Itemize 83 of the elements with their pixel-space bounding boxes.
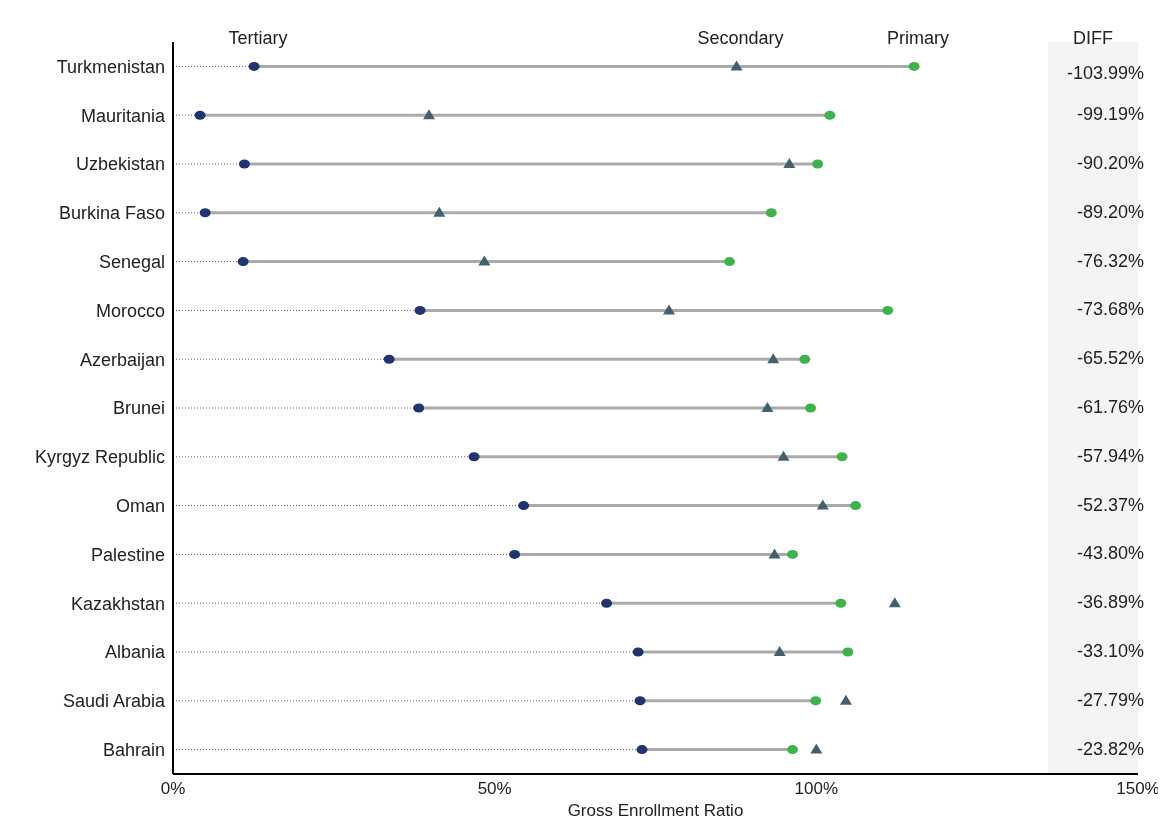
point	[237, 257, 249, 267]
point	[199, 208, 211, 218]
point	[768, 548, 781, 559]
annotation: -73.68%	[1076, 299, 1144, 321]
point	[765, 208, 777, 218]
y-tick-label: Bahrain	[102, 739, 165, 760]
point	[805, 403, 817, 413]
x-tick-label: 100%	[794, 779, 839, 799]
point	[842, 647, 854, 657]
point	[812, 159, 824, 169]
annotation: -90.20%	[1076, 153, 1144, 174]
point	[824, 110, 836, 120]
point	[663, 304, 676, 315]
annotation: -36.89%	[1076, 592, 1144, 614]
annotation: -65.52%	[1076, 348, 1144, 370]
point	[888, 597, 901, 608]
point	[636, 745, 648, 755]
x-tick-label: 50%	[477, 779, 512, 799]
point	[238, 159, 250, 169]
series-label: Primary	[887, 28, 950, 49]
point	[248, 61, 260, 71]
point	[799, 354, 811, 364]
y-tick-label: Albania	[104, 642, 166, 663]
annotation: -52.37%	[1076, 494, 1144, 516]
point	[836, 452, 848, 462]
annotation: -99.19%	[1076, 104, 1144, 126]
point	[783, 158, 796, 168]
point	[787, 549, 799, 559]
y-tick-label: Palestine	[90, 544, 165, 565]
point	[634, 696, 646, 706]
point	[478, 255, 491, 266]
y-tick-label: Azerbaijan	[79, 349, 165, 370]
annotation: -27.79%	[1076, 689, 1144, 711]
point	[850, 501, 862, 511]
point	[773, 646, 786, 656]
point	[383, 354, 395, 364]
y-tick-label: Senegal	[98, 251, 165, 272]
y-tick-label: Uzbekistan	[75, 154, 165, 175]
point	[468, 452, 480, 462]
y-tick-label: Kazakhstan	[70, 593, 165, 614]
annotation: -23.82%	[1076, 738, 1144, 760]
point	[414, 305, 426, 315]
point	[839, 694, 852, 705]
y-tick-label: Kyrgyz Republic	[34, 447, 165, 468]
point	[509, 549, 521, 559]
y-tick-label: Oman	[115, 495, 165, 516]
point	[810, 696, 822, 706]
y-tick-label: Brunei	[112, 398, 165, 419]
annotation: -57.94%	[1076, 445, 1144, 467]
annotation: -76.32%	[1076, 250, 1144, 272]
x-tick-label: 0%	[160, 779, 186, 799]
point	[413, 403, 425, 413]
point	[723, 257, 735, 267]
point	[810, 743, 823, 754]
y-tick-label: Morocco	[95, 300, 165, 321]
annotation: -43.80%	[1076, 543, 1144, 565]
point	[632, 647, 644, 657]
point	[787, 745, 799, 755]
point	[518, 501, 530, 511]
series-label: Tertiary	[228, 28, 288, 49]
x-axis-title: Gross Enrollment Ratio	[567, 801, 744, 820]
point	[816, 499, 829, 510]
point	[423, 109, 436, 120]
point	[601, 598, 613, 608]
y-tick-label: Burkina Faso	[58, 203, 165, 224]
point	[433, 206, 446, 217]
y-tick-label: Mauritania	[80, 105, 166, 126]
annotation: DIFF	[1072, 28, 1115, 49]
point	[835, 598, 847, 608]
y-tick-label: Saudi Arabia	[62, 691, 166, 712]
annotation: -61.76%	[1076, 397, 1144, 418]
point	[194, 110, 206, 120]
point	[777, 450, 790, 461]
series-label: Secondary	[697, 28, 784, 49]
annotation: -103.99%	[1066, 63, 1144, 85]
point	[882, 305, 894, 315]
annotation: -33.10%	[1076, 641, 1144, 662]
point	[767, 353, 780, 364]
point	[908, 61, 920, 71]
annotation: -89.20%	[1076, 201, 1144, 223]
point	[761, 402, 774, 412]
point	[730, 60, 743, 71]
y-tick-label: Turkmenistan	[56, 56, 165, 77]
